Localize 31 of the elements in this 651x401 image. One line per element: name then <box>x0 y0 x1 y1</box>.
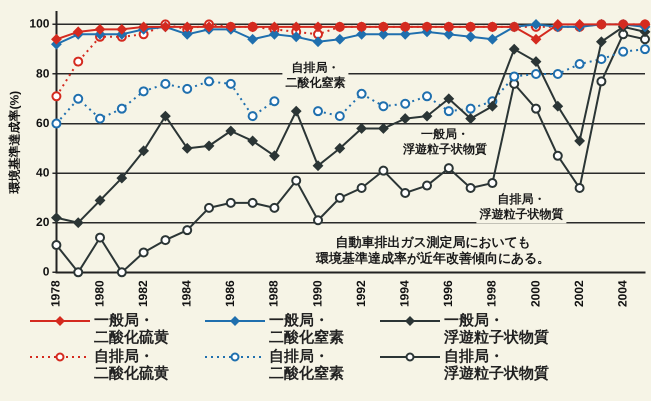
x-tick-label: 1998 <box>484 280 499 308</box>
x-tick-label: 1978 <box>48 280 63 308</box>
x-tick-label: 2004 <box>616 280 630 308</box>
y-tick-label: 20 <box>36 215 50 230</box>
legend-label: 一般局・浮遊粒子状物質 <box>444 311 549 346</box>
y-axis-title: 環境基準達成率(%) <box>8 90 22 194</box>
y-tick-label: 60 <box>36 116 50 130</box>
legend-label: 一般局・二酸化窒素 <box>269 311 344 346</box>
annotation: 自排局・浮遊粒子状物質 <box>478 192 564 221</box>
x-tick-label: 1982 <box>136 280 150 308</box>
legend-label: 一般局・二酸化硫黄 <box>94 311 169 346</box>
y-tick-label: 0 <box>42 264 50 279</box>
x-tick-label: 2002 <box>572 280 586 308</box>
y-tick-label: 40 <box>36 165 50 180</box>
x-tick-label: 1996 <box>441 280 456 308</box>
x-tick-label: 1994 <box>398 280 412 308</box>
x-tick-label: 1988 <box>266 280 281 308</box>
annotation: 自動車排出ガス測定局においても環境基準達成率が近年改善傾向にある。 <box>315 234 550 267</box>
y-tick-label: 80 <box>36 66 50 80</box>
x-tick-label: 2000 <box>528 280 542 308</box>
legend-label: 自排局・二酸化窒素 <box>269 347 344 382</box>
x-tick-label: 1980 <box>92 280 106 308</box>
legend-label: 自排局・二酸化硫黄 <box>94 347 169 382</box>
annotation: 一般局・浮遊粒子状物質 <box>402 126 487 156</box>
x-tick-label: 1986 <box>223 280 238 308</box>
legend-label: 自排局・浮遊粒子状物質 <box>444 347 549 382</box>
x-tick-label: 1990 <box>310 280 324 308</box>
x-tick-label: 1992 <box>354 280 368 308</box>
y-tick-label: 100 <box>29 16 50 31</box>
annotation: 自排局・二酸化窒素 <box>285 60 346 90</box>
x-tick-label: 1984 <box>180 280 194 308</box>
